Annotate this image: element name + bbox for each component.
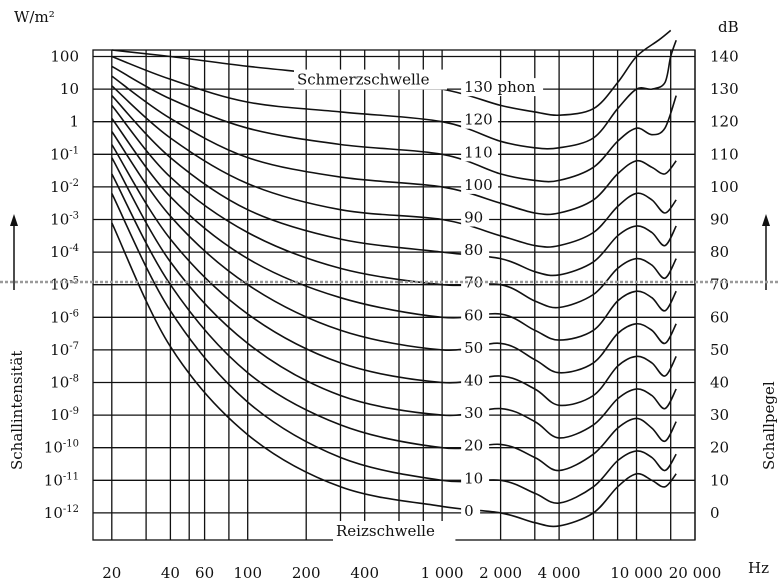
left-tick-label: 10-3 <box>50 211 79 229</box>
curve-label-backdrop <box>461 208 490 227</box>
curve-label-backdrop <box>461 241 490 260</box>
curve-label-backdrop <box>461 436 490 455</box>
tick-labels: 20 40 60 100 200 400 1 000 2 000 4 000 10 000 20 0… <box>44 48 739 583</box>
left-tick-label: 10-11 <box>44 471 79 489</box>
right-tick-label: 80 <box>710 243 729 261</box>
curve-label-5: 80 <box>464 241 483 259</box>
phon-curve-6 <box>111 104 677 309</box>
y-arrow-left-head <box>10 214 18 226</box>
right-tick-label: 110 <box>710 145 739 163</box>
right-tick-label: 100 <box>710 178 739 196</box>
x-tick-label: 40 <box>161 564 180 582</box>
x-tick-label: 200 <box>292 564 321 582</box>
curve-label-6: 70 <box>464 274 483 292</box>
left-axis-unit: W/m² <box>14 8 55 26</box>
phon-curve-5 <box>111 95 677 277</box>
x-axis-unit: Hz <box>748 559 769 577</box>
right-axis-unit: dB <box>718 18 739 36</box>
right-tick-label: 50 <box>710 341 729 359</box>
phon-curve-11 <box>111 173 677 472</box>
curve-label-1: 120 <box>464 111 493 129</box>
curve-label-backdrop <box>461 143 499 162</box>
left-tick-label: 10-6 <box>50 308 79 326</box>
plot-frame <box>92 49 696 541</box>
phon-curve-3 <box>111 75 677 216</box>
x-tick-label: 400 <box>350 564 379 582</box>
curve-label-backdrop <box>461 110 499 129</box>
left-tick-label: 10-2 <box>50 178 79 196</box>
x-tick-label: 4 000 <box>538 564 581 582</box>
left-tick-label: 10 <box>60 80 79 98</box>
x-tick-label: 60 <box>195 564 214 582</box>
right-tick-label: 30 <box>710 406 729 424</box>
left-tick-label: 100 <box>50 48 79 66</box>
curve-label-backdrop <box>461 78 544 97</box>
y-arrow-right-head <box>762 214 770 226</box>
left-tick-label: 10-8 <box>50 374 79 392</box>
right-tick-label: 140 <box>710 48 739 66</box>
right-tick-label: 10 <box>710 471 729 489</box>
curve-label-0: 130 phon <box>464 78 536 96</box>
curve-label-backdrop <box>461 501 481 520</box>
right-tick-label: 40 <box>710 374 729 392</box>
y-axis-label-left: Schallintensität <box>8 351 26 470</box>
curve-label-backdrop <box>461 175 499 194</box>
right-tick-label: 20 <box>710 439 729 457</box>
curve-label-3: 100 <box>464 176 493 194</box>
right-tick-label: 60 <box>710 308 729 326</box>
left-tick-label: 10-7 <box>50 341 79 359</box>
curve-label-9: 40 <box>464 372 483 390</box>
curve-label-13: 0 <box>464 502 474 520</box>
left-tick-label: 1 <box>69 113 79 131</box>
curve-label-backdrop <box>461 404 490 423</box>
curve-label-backdrop <box>461 338 490 357</box>
right-tick-label: 90 <box>710 211 729 229</box>
phon-curve-2 <box>111 65 677 183</box>
x-tick-label: 1 000 <box>421 564 464 582</box>
right-tick-label: 120 <box>710 113 739 131</box>
phon-curve-1 <box>111 39 677 150</box>
x-tick-label: 100 <box>233 564 262 582</box>
curve-label-2: 110 <box>464 143 493 161</box>
phon-curve-12 <box>111 193 677 504</box>
curve-labels: 130 phon1201101009080706050403020100Schm… <box>294 69 544 541</box>
left-tick-label: 10-9 <box>50 406 79 424</box>
annotation-threshold: Reizschwelle <box>336 522 435 540</box>
curve-label-12: 10 <box>464 469 483 487</box>
x-tick-label: 2 000 <box>479 564 522 582</box>
phon-curve-10 <box>111 157 677 439</box>
phon-curve-7 <box>111 117 677 341</box>
annotation-pain: Schmerzschwelle <box>297 71 430 89</box>
curve-label-10: 30 <box>464 404 483 422</box>
left-tick-label: 10-12 <box>44 504 79 522</box>
x-tick-label: 10 000 <box>610 564 663 582</box>
curve-label-backdrop <box>461 469 490 488</box>
y-axis-label-right: Schallpegel <box>760 381 778 470</box>
curve-label-4: 90 <box>464 209 483 227</box>
phon-curve-0 <box>111 29 672 117</box>
curve-label-backdrop <box>461 371 490 390</box>
x-tick-label: 20 <box>102 564 121 582</box>
curve-label-8: 50 <box>464 339 483 357</box>
phon-curve-8 <box>111 131 677 374</box>
annotation-backdrop <box>333 521 456 541</box>
right-tick-label: 130 <box>710 80 739 98</box>
phon-curve-13 <box>111 222 677 528</box>
right-tick-label: 0 <box>710 504 720 522</box>
phon-curve-4 <box>111 85 677 248</box>
phon-curve-9 <box>111 144 677 407</box>
annotation-backdrop <box>294 69 447 90</box>
left-tick-label: 10-1 <box>50 145 79 163</box>
curve-label-11: 20 <box>464 437 483 455</box>
x-tick-label: 20 000 <box>669 564 722 582</box>
grid <box>92 49 696 541</box>
phon-curves <box>111 29 677 528</box>
curve-label-7: 60 <box>464 306 483 324</box>
curve-label-backdrop <box>461 306 490 325</box>
left-tick-label: 10-4 <box>50 243 79 261</box>
right-tick-label: 70 <box>710 276 729 294</box>
left-tick-label: 10-10 <box>44 439 79 457</box>
left-tick-label: 10-5 <box>50 276 79 294</box>
